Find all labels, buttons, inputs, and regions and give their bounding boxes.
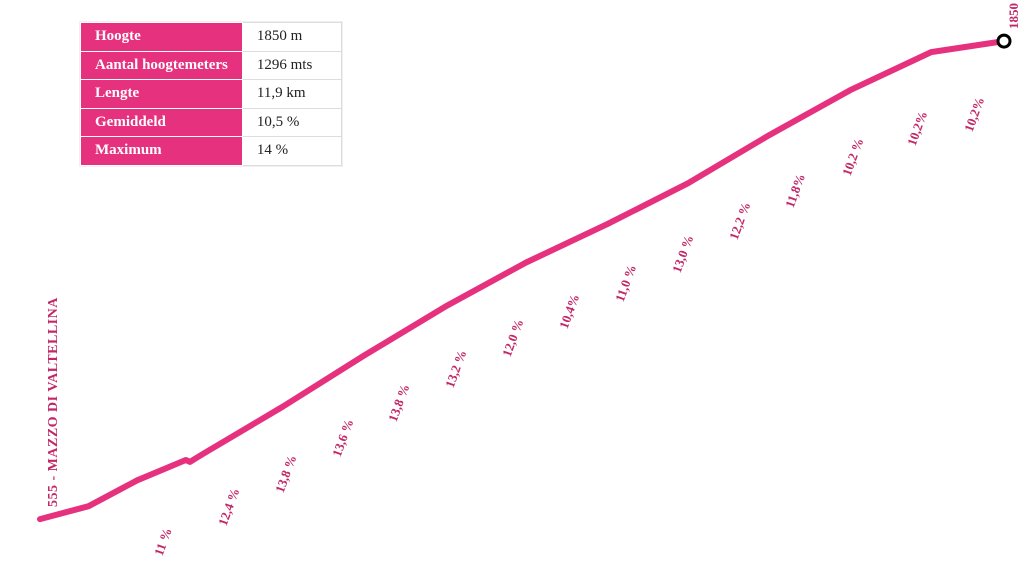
stats-row: Maximum14 % — [81, 137, 342, 166]
stats-value: 1850 m — [242, 23, 341, 52]
stats-label: Maximum — [81, 137, 243, 166]
climb-stats-table: Hoogte1850 mAantal hoogtemeters1296 mtsL… — [80, 22, 342, 166]
stats-value: 11,9 km — [242, 80, 341, 109]
finish-marker — [998, 35, 1010, 47]
stats-label: Gemiddeld — [81, 108, 243, 137]
stats-row: Lengte11,9 km — [81, 80, 342, 109]
stats-row: Aantal hoogtemeters1296 mts — [81, 51, 342, 80]
stats-row: Hoogte1850 m — [81, 23, 342, 52]
stats-row: Gemiddeld10,5 % — [81, 108, 342, 137]
finish-altitude-label: 1850 — [1006, 3, 1022, 29]
stats-value: 1296 mts — [242, 51, 341, 80]
stats-label: Hoogte — [81, 23, 243, 52]
start-location-label: 555 - MAZZO DI VALTELLINA — [46, 297, 62, 507]
stats-value: 14 % — [242, 137, 341, 166]
stats-value: 10,5 % — [242, 108, 341, 137]
stats-label: Lengte — [81, 80, 243, 109]
stats-label: Aantal hoogtemeters — [81, 51, 243, 80]
